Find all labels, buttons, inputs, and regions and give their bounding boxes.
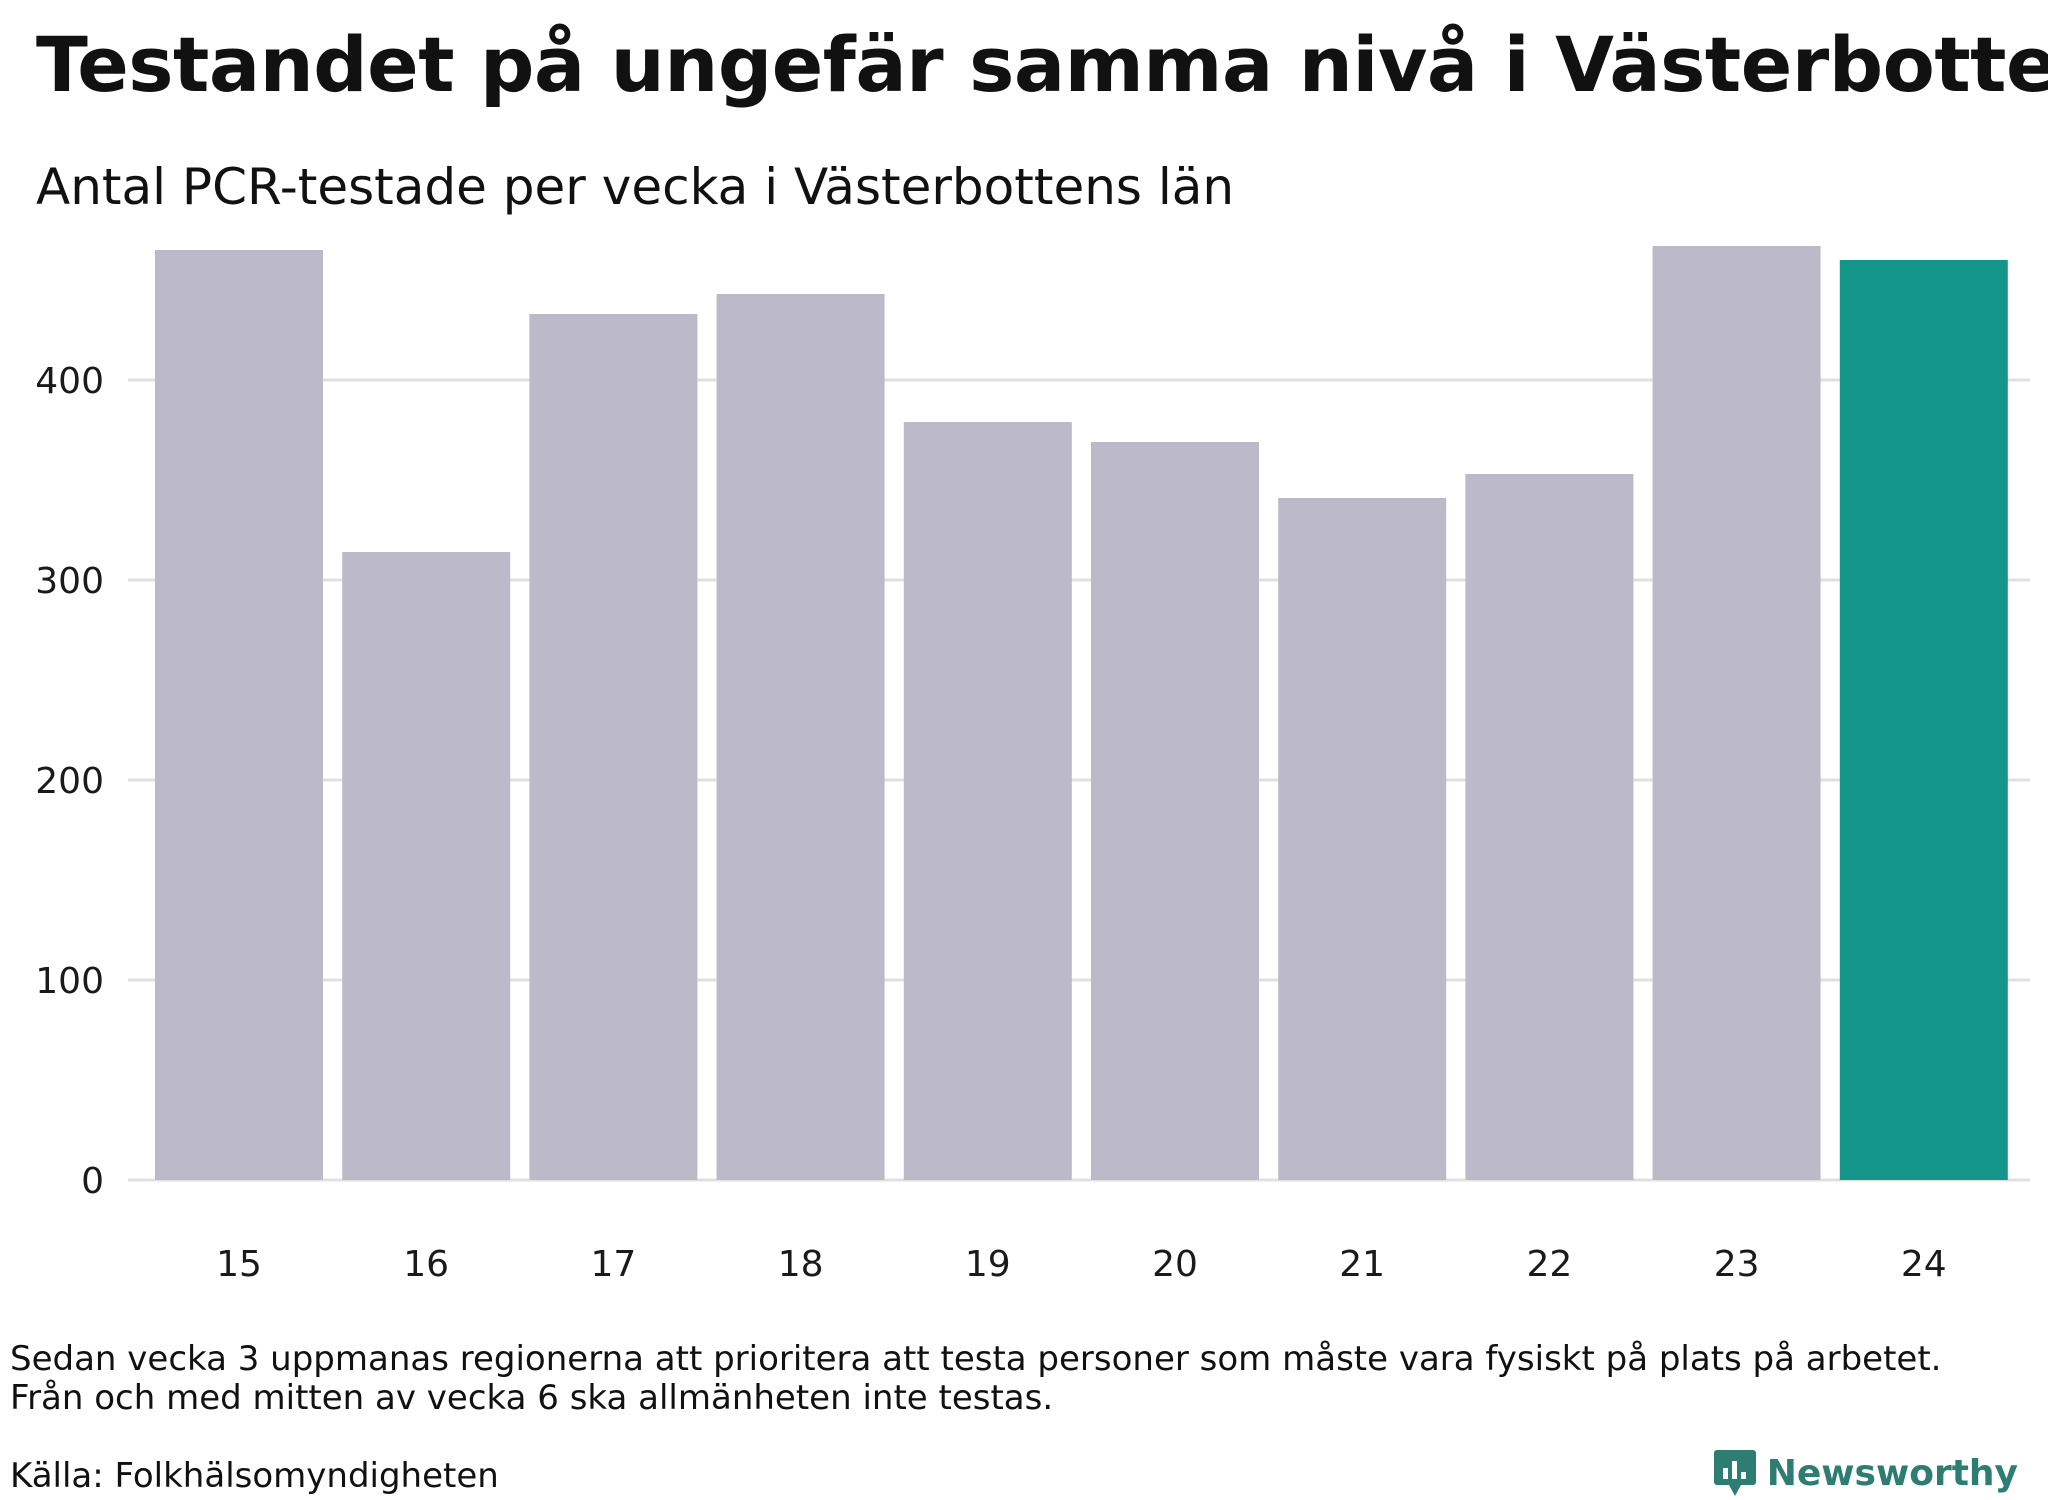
x-tick-label: 21 xyxy=(1339,1244,1385,1285)
y-tick-label: 100 xyxy=(35,961,104,1002)
footnote: Sedan vecka 3 uppmanas regionerna att pr… xyxy=(10,1340,1941,1418)
bar-week-17 xyxy=(529,314,698,1180)
y-tick-label: 0 xyxy=(81,1161,104,1202)
y-axis-ticks: 0 100 200 300 400 xyxy=(35,361,104,1202)
footnote-line-2: Från och med mitten av vecka 6 ska allmä… xyxy=(10,1378,1054,1418)
bar-chart: 0 100 200 300 400 15 16 17 18 19 20 21 22 23 24 xyxy=(35,246,2030,1285)
bar-week-15 xyxy=(155,250,323,1180)
y-tick-label: 300 xyxy=(35,561,104,602)
bars xyxy=(155,246,2008,1180)
x-tick-label: 20 xyxy=(1152,1244,1198,1285)
bar-week-21 xyxy=(1278,498,1447,1180)
bar-week-18 xyxy=(716,294,885,1180)
x-tick-label: 23 xyxy=(1714,1244,1760,1285)
bar-week-16 xyxy=(342,552,511,1180)
chart-title: Testandet på ungefär samma nivå i Väster… xyxy=(36,20,2048,109)
bar-week-19 xyxy=(903,422,1072,1180)
y-tick-label: 400 xyxy=(35,361,104,402)
bar-week-23 xyxy=(1652,246,1821,1180)
chart-bubble-icon xyxy=(1713,1450,1756,1496)
y-tick-label: 200 xyxy=(35,761,104,802)
bar-week-20 xyxy=(1091,442,1259,1180)
x-tick-label: 22 xyxy=(1526,1244,1572,1285)
source-text: Källa: Folkhälsomyndigheten xyxy=(10,1456,499,1496)
x-tick-label: 18 xyxy=(778,1244,824,1285)
bar-week-22 xyxy=(1465,474,1634,1180)
x-tick-label: 16 xyxy=(403,1244,449,1285)
footnote-line-1: Sedan vecka 3 uppmanas regionerna att pr… xyxy=(10,1339,1942,1379)
x-tick-label: 17 xyxy=(590,1244,636,1285)
bar-week-24 xyxy=(1839,260,2008,1180)
x-tick-label: 24 xyxy=(1901,1244,1947,1285)
x-tick-label: 15 xyxy=(216,1244,262,1285)
chart-subtitle: Antal PCR-testade per vecka i Västerbott… xyxy=(36,158,1235,216)
newsworthy-logo: Newsworthy xyxy=(1713,1448,2018,1498)
x-tick-label: 19 xyxy=(965,1244,1011,1285)
logo-text: Newsworthy xyxy=(1766,1452,2018,1494)
x-axis-ticks: 15 16 17 18 19 20 21 22 23 24 xyxy=(216,1244,1947,1285)
